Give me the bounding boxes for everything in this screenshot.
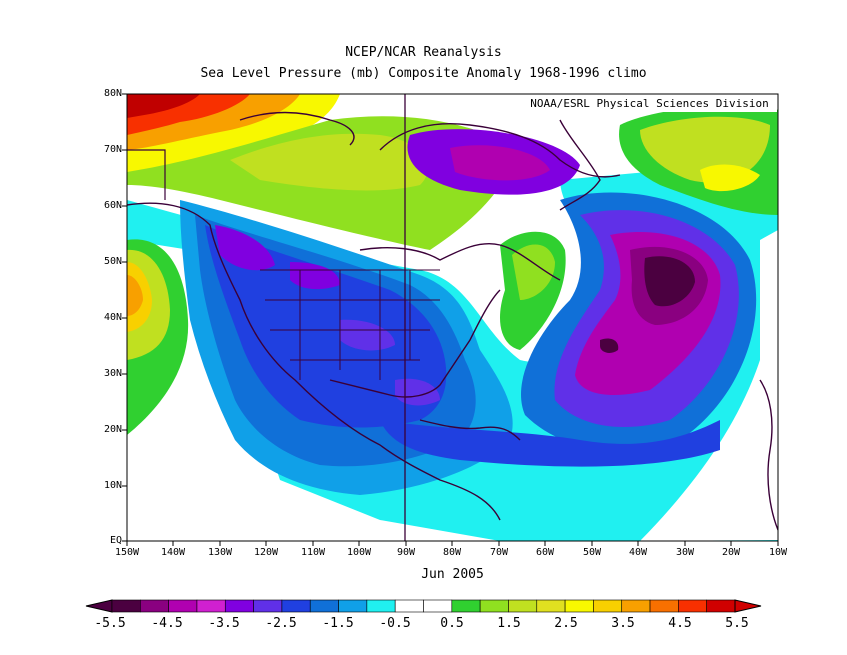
credit-label: NOAA/ESRL Physical Sciences Division <box>522 96 777 112</box>
lon-label: 50W <box>582 547 602 558</box>
anomaly-pos-labrador-core <box>512 244 555 300</box>
anomaly-neg-caribbean <box>380 420 720 467</box>
colorbar-tick-label: -1.5 <box>322 616 354 631</box>
anomaly-neg-bc-core <box>215 225 275 271</box>
lon-label: 100W <box>346 547 372 558</box>
colorbar-swatch <box>366 599 396 613</box>
lon-label: 70W <box>489 547 509 558</box>
lat-label: 50N <box>103 256 122 267</box>
colorbar-swatch <box>394 599 424 613</box>
coastlines <box>127 111 778 531</box>
anomaly-neg-atlantic-max2 <box>600 338 619 353</box>
colorbar-tick-label: -3.5 <box>208 616 240 631</box>
lat-label: 20N <box>103 424 122 435</box>
lat-label: 60N <box>103 200 122 211</box>
colorbar-swatch <box>111 599 141 613</box>
anomaly-neg-plains-core <box>290 262 340 290</box>
lon-label: 130W <box>207 547 233 558</box>
colorbar-swatch <box>224 599 254 613</box>
colorbar-swatch <box>253 599 283 613</box>
colorbar-tick-label: -5.5 <box>94 616 126 631</box>
colorbar-swatch <box>479 599 509 613</box>
lon-label: 20W <box>721 547 741 558</box>
colorbar-swatch <box>451 599 481 613</box>
lat-label: 80N <box>103 88 122 99</box>
lat-label: 70N <box>103 144 122 155</box>
lon-ticks <box>126 541 779 546</box>
lat-label: EQ <box>109 535 122 546</box>
colorbar-tick-label: -0.5 <box>379 616 411 631</box>
anomaly-near-zero-southwest <box>127 240 500 541</box>
colorbar-arrow-left <box>85 599 113 613</box>
anomaly-neg-midwest-core <box>340 319 395 351</box>
colorbar-tick-label: 0.5 <box>440 616 464 631</box>
lon-label: 10W <box>768 547 788 558</box>
colorbar-tick-label: 1.5 <box>497 616 521 631</box>
lat-label: 40N <box>103 312 122 323</box>
anomaly-neg-hudson-core <box>450 145 550 181</box>
colorbar-swatch <box>564 599 594 613</box>
colorbar-swatch <box>309 599 339 613</box>
colorbar-swatch <box>593 599 623 613</box>
anomaly-near-zero-east <box>640 230 778 541</box>
lat-ticks <box>122 93 127 542</box>
colorbar-tick-label: 3.5 <box>611 616 635 631</box>
anomaly-pos-atlantic-max <box>700 164 760 192</box>
lon-label: 110W <box>300 547 326 558</box>
anomaly-neg-gulf-core <box>395 378 440 406</box>
anomaly-pos-canada-core <box>230 133 428 191</box>
lon-label: 140W <box>160 547 186 558</box>
date-label: Jun 2005 <box>421 567 484 582</box>
colorbar-swatch <box>423 599 453 613</box>
lon-label: 80W <box>442 547 462 558</box>
alaska-border <box>127 149 166 200</box>
colorbar-swatch <box>508 599 538 613</box>
anomaly-pos-pacific-max <box>127 275 143 316</box>
colorbar-swatch <box>168 599 198 613</box>
colorbar-swatch <box>678 599 707 613</box>
colorbar-swatch <box>536 599 566 613</box>
colorbar-swatch <box>281 599 311 613</box>
lat-label: 30N <box>103 368 122 379</box>
lon-label: 40W <box>628 547 648 558</box>
lon-label: 120W <box>253 547 279 558</box>
lat-label: 10N <box>103 480 122 491</box>
lon-label: 150W <box>114 547 140 558</box>
colorbar-swatch <box>621 599 651 613</box>
chart-title-line2: Sea Level Pressure (mb) Composite Anomal… <box>200 66 647 81</box>
colorbar-tick-label: -4.5 <box>151 616 183 631</box>
lon-label: 90W <box>396 547 416 558</box>
colorbar-arrow-right <box>734 599 762 613</box>
colorbar <box>85 599 762 613</box>
colorbar-tick-label: 2.5 <box>554 616 578 631</box>
lon-label: 60W <box>535 547 555 558</box>
anomaly-pos-arctic-max <box>127 94 200 118</box>
colorbar-swatch <box>140 599 169 613</box>
anomaly-neg-na-inner <box>205 225 447 428</box>
colorbar-tick-label: 5.5 <box>725 616 749 631</box>
state-borders <box>260 269 440 380</box>
chart-title-line1: NCEP/NCAR Reanalysis <box>345 45 502 60</box>
colorbar-tick-label: -2.5 <box>265 616 297 631</box>
colorbar-tick-label: 4.5 <box>668 616 692 631</box>
anomaly-neg-atlantic-max <box>644 256 695 307</box>
colorbar-swatch <box>338 599 368 613</box>
colorbar-swatch <box>196 599 226 613</box>
lon-label: 30W <box>675 547 695 558</box>
colorbar-swatch <box>649 599 679 613</box>
colorbar-swatch <box>706 599 736 613</box>
